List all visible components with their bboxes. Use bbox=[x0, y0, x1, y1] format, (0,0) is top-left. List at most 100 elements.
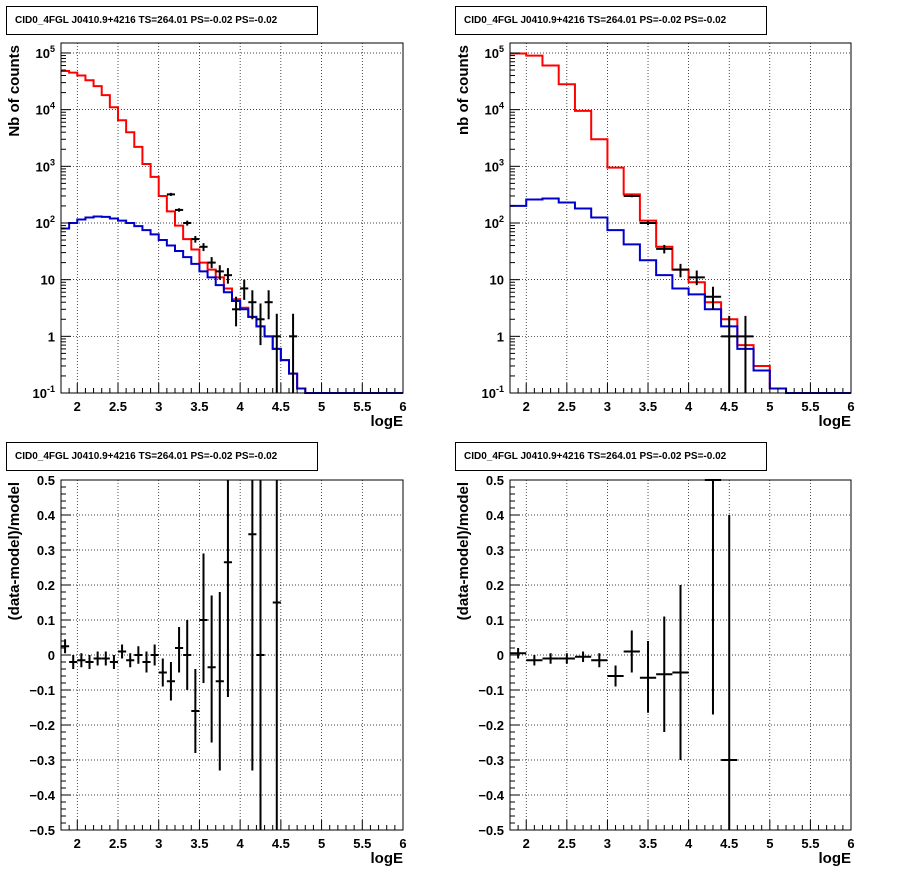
data-point bbox=[85, 655, 94, 669]
panel-title-bottom-left: CID0_4FGL J0410.9+4216 TS=264.01 PS=-0.0… bbox=[6, 442, 318, 471]
panel-3: 2 2.5 3 3.5 4 4.5 5 5.5 6 −0.5 −0.4 −0.3 −0.2 −0.1 0 0.… bbox=[6, 473, 407, 867]
x-tick-label: 3.5 bbox=[190, 399, 208, 414]
y-tick-label: −0.3 bbox=[29, 753, 55, 768]
data-point bbox=[737, 315, 754, 393]
x-tick-label: 2 bbox=[523, 399, 530, 414]
data-point bbox=[607, 665, 624, 687]
data-point bbox=[232, 296, 241, 327]
x-tick-label: 5.5 bbox=[353, 399, 371, 414]
data-point bbox=[256, 303, 265, 346]
data-point bbox=[207, 595, 216, 743]
data-point bbox=[69, 655, 78, 669]
x-axis-title: logE bbox=[819, 413, 852, 430]
data-point bbox=[142, 651, 151, 673]
data-point bbox=[166, 662, 175, 701]
x-tick-label: 5 bbox=[318, 836, 325, 851]
data-point bbox=[639, 221, 657, 226]
x-tick-label: 2.5 bbox=[109, 399, 127, 414]
y-tick-label: −0.1 bbox=[478, 683, 504, 698]
y-tick-label: −0.5 bbox=[478, 823, 504, 838]
data-point bbox=[558, 653, 575, 664]
data-point bbox=[264, 290, 273, 320]
data-point bbox=[526, 655, 543, 666]
data-point bbox=[591, 653, 608, 668]
data-point bbox=[166, 192, 175, 196]
data-point bbox=[183, 220, 192, 226]
data-point bbox=[199, 243, 208, 252]
data-point bbox=[199, 553, 208, 683]
data-point bbox=[623, 194, 640, 198]
y-tick-label: −0.2 bbox=[29, 718, 55, 733]
x-tick-label: 3 bbox=[155, 836, 162, 851]
x-axis-title: logE bbox=[371, 850, 404, 867]
x-tick-label: 4 bbox=[685, 836, 693, 851]
data-point bbox=[77, 653, 86, 668]
y-tick-label: 0.4 bbox=[486, 508, 505, 523]
y-tick-label: 0.2 bbox=[486, 578, 504, 593]
x-tick-label: 3.5 bbox=[190, 836, 208, 851]
data-point bbox=[704, 479, 722, 715]
data-point bbox=[223, 480, 232, 697]
y-tick-label: 0.4 bbox=[37, 508, 56, 523]
data-point bbox=[289, 313, 298, 393]
data-point bbox=[191, 235, 200, 243]
x-axis-title: logE bbox=[819, 850, 852, 867]
panel-2: 2 2.5 3 3.5 4 4.5 5 5.5 6 10-1 1 10 102 103 104 105 logE… bbox=[455, 42, 855, 430]
y-axis-title: (data-model)/model bbox=[6, 482, 23, 620]
panel-title-top-left: CID0_4FGL J0410.9+4216 TS=264.01 PS=-0.0… bbox=[6, 6, 318, 35]
x-tick-label: 5 bbox=[766, 399, 773, 414]
y-tick-label: 1 bbox=[48, 329, 55, 344]
y-tick-label: 0 bbox=[48, 648, 55, 663]
data-point bbox=[101, 651, 110, 666]
data-point bbox=[126, 653, 135, 668]
x-tick-label: 5.5 bbox=[801, 836, 819, 851]
y-tick-label: 0.5 bbox=[486, 473, 504, 488]
x-tick-label: 6 bbox=[399, 399, 406, 414]
histogram-source-model bbox=[61, 215, 403, 394]
data-point bbox=[118, 644, 127, 659]
data-point bbox=[215, 592, 224, 771]
y-axis-title: Nb of counts bbox=[6, 45, 23, 137]
data-point bbox=[175, 627, 184, 673]
panel-title-bottom-right: CID0_4FGL J0410.9+4216 TS=264.01 PS=-0.0… bbox=[455, 442, 767, 471]
y-tick-label: 10 bbox=[490, 273, 504, 288]
data-point bbox=[510, 648, 527, 659]
data-point bbox=[158, 658, 167, 687]
x-tick-label: 3 bbox=[604, 399, 611, 414]
data-point bbox=[223, 268, 232, 284]
data-point bbox=[61, 639, 70, 654]
data-point bbox=[150, 644, 159, 666]
y-tick-label: 10-1 bbox=[482, 384, 504, 401]
x-axis-title: logE bbox=[371, 413, 404, 430]
x-tick-label: 4.5 bbox=[272, 836, 290, 851]
data-point bbox=[656, 244, 673, 254]
data-point bbox=[542, 653, 559, 664]
histogram-source-model bbox=[510, 197, 851, 394]
y-tick-label: 0.3 bbox=[37, 543, 55, 558]
y-tick-label: −0.1 bbox=[29, 683, 55, 698]
x-tick-label: 2.5 bbox=[109, 836, 127, 851]
data-point bbox=[574, 651, 592, 662]
x-tick-label: 2 bbox=[74, 836, 81, 851]
data-point bbox=[175, 208, 184, 212]
x-tick-label: 4.5 bbox=[272, 399, 290, 414]
data-point bbox=[672, 585, 689, 760]
y-tick-label: 104 bbox=[485, 101, 504, 118]
x-tick-label: 4 bbox=[685, 399, 693, 414]
x-tick-label: 4.5 bbox=[720, 836, 738, 851]
y-tick-label: −0.4 bbox=[29, 788, 55, 803]
panel-4: 2 2.5 3 3.5 4 4.5 5 5.5 6 −0.5 −0.4 −0.3 −0.2 −0.1 0 0.… bbox=[455, 473, 855, 867]
data-point bbox=[191, 669, 200, 753]
x-tick-label: 6 bbox=[847, 836, 854, 851]
data-point bbox=[272, 480, 281, 830]
y-tick-label: −0.4 bbox=[478, 788, 504, 803]
data-point bbox=[93, 651, 102, 666]
y-axis-title: nb of counts bbox=[455, 45, 472, 135]
data-point bbox=[207, 257, 216, 269]
y-tick-label: 105 bbox=[485, 44, 504, 61]
data-point bbox=[240, 279, 249, 300]
x-tick-label: 6 bbox=[399, 836, 406, 851]
x-tick-label: 2 bbox=[74, 399, 81, 414]
x-tick-label: 5 bbox=[318, 399, 325, 414]
